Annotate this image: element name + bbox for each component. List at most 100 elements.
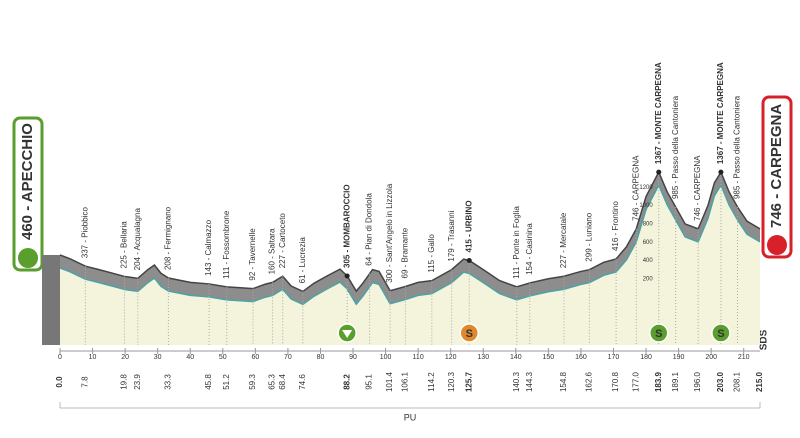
km-label: 144.3 bbox=[525, 371, 534, 392]
waypoint-label: 1367 - MONTE CARPEGNA bbox=[654, 62, 663, 164]
waypoint-label: 416 - Frontino bbox=[611, 201, 620, 251]
profile-area bbox=[60, 172, 760, 345]
y-tick-label: 200 bbox=[643, 276, 654, 282]
waypoint-label: 746 - CARPEGNA bbox=[693, 155, 702, 221]
x-tick-label: 60 bbox=[251, 354, 259, 361]
km-label: 33.3 bbox=[164, 374, 173, 390]
waypoint-label: 69 - Bramante bbox=[401, 227, 410, 278]
waypoint-label: 61 - Lucrezia bbox=[298, 237, 307, 284]
x-tick-label: 170 bbox=[608, 354, 620, 361]
waypoint-label: 337 - Piobbico bbox=[81, 207, 90, 259]
waypoint-label: 64 - Pian di Dondola bbox=[365, 193, 374, 266]
km-label: 59.3 bbox=[248, 374, 257, 390]
km-label: 88.2 bbox=[342, 374, 351, 390]
finish-icon bbox=[767, 235, 787, 255]
x-tick-label: 190 bbox=[673, 354, 685, 361]
waypoint-label: 154 - Casinina bbox=[525, 223, 534, 275]
waypoint-label: 115 - Gallo bbox=[427, 234, 436, 273]
finish-label: 746 - CARPEGNA bbox=[768, 104, 785, 228]
km-label: 68.4 bbox=[278, 374, 287, 390]
waypoint-dot bbox=[466, 257, 472, 263]
x-tick-label: 80 bbox=[317, 354, 325, 361]
waypoint-label: 92 - Tavernelle bbox=[248, 228, 257, 281]
x-tick-label: 0 bbox=[58, 354, 62, 361]
km-label: 101.4 bbox=[385, 371, 394, 392]
km-label: 45.8 bbox=[204, 374, 213, 390]
km-label: 162.6 bbox=[585, 371, 594, 392]
km-label: 125.7 bbox=[464, 371, 473, 392]
km-label: 95.1 bbox=[365, 374, 374, 390]
km-label: 170.8 bbox=[611, 371, 620, 392]
x-tick-label: 70 bbox=[284, 354, 292, 361]
waypoint-label: 985 - Passo della Cantoniera bbox=[671, 95, 680, 199]
waypoint-label: 300 - Sant'Angelo in Lizzola bbox=[385, 183, 394, 282]
x-tick-label: 210 bbox=[738, 354, 750, 361]
marker-symbol: S bbox=[466, 328, 473, 340]
km-label: 140.3 bbox=[512, 371, 521, 392]
x-tick-label: 110 bbox=[413, 354, 424, 361]
y-tick-label: 800 bbox=[643, 222, 654, 228]
marker bbox=[648, 323, 669, 343]
km-label: 51.2 bbox=[222, 374, 231, 390]
waypoint-label: 227 - Mercatale bbox=[559, 212, 568, 268]
start-box bbox=[12, 116, 44, 272]
x-tick-label: 140 bbox=[510, 354, 522, 361]
finish-box bbox=[761, 95, 793, 259]
y-tick-label: 1000 bbox=[639, 203, 653, 209]
km-label: 203.0 bbox=[716, 371, 725, 392]
x-tick-label: 200 bbox=[705, 354, 717, 361]
waypoint-label: 160 - Saltara bbox=[268, 228, 277, 274]
profile-band bbox=[60, 172, 760, 305]
waypoint-label: 746 - CARPEGNA bbox=[631, 155, 640, 221]
x-tick-label: 30 bbox=[154, 354, 162, 361]
y-tick-label: 1200 bbox=[639, 185, 653, 191]
start-label: 460 - APECCHIO bbox=[19, 123, 36, 240]
km-label: 114.2 bbox=[427, 372, 436, 392]
waypoint-label: 208 - Fermignano bbox=[164, 206, 173, 270]
marker-triangle bbox=[342, 330, 353, 338]
waypoint-label: 204 - Acqualagna bbox=[133, 208, 142, 271]
y-tick-label: 400 bbox=[643, 258, 654, 264]
waypoint-label: 985 - Passo della Cantoniera bbox=[733, 95, 742, 199]
x-tick-label: 130 bbox=[477, 354, 489, 361]
waypoint-label: 179 - Trasanni bbox=[447, 210, 456, 261]
km-label: 177.0 bbox=[631, 371, 640, 392]
x-tick-label: 120 bbox=[445, 354, 457, 361]
x-tick-label: 50 bbox=[219, 354, 227, 361]
x-tick-label: 90 bbox=[349, 354, 357, 361]
km-label: 23.9 bbox=[133, 374, 142, 390]
km-label: 65.3 bbox=[268, 374, 277, 390]
brand: SDS bbox=[759, 329, 770, 350]
waypoint-dot bbox=[344, 273, 350, 279]
waypoint-label: 143 - Calmazzo bbox=[204, 219, 213, 276]
profile-line bbox=[59, 170, 761, 293]
x-tick-label: 20 bbox=[121, 354, 129, 361]
marker bbox=[459, 323, 480, 343]
x-tick-label: 100 bbox=[380, 354, 392, 361]
km-label: 7.8 bbox=[81, 376, 90, 388]
km-label: 0.0 bbox=[55, 376, 64, 388]
km-label: 183.9 bbox=[654, 371, 663, 392]
km-label: 189.1 bbox=[671, 371, 680, 392]
waypoint-label: 111 - Fossombrone bbox=[222, 210, 231, 279]
y-tick-label: 600 bbox=[643, 240, 654, 246]
waypoint-dot bbox=[656, 169, 662, 175]
km-label: 106.1 bbox=[401, 371, 410, 392]
x-tick-label: 10 bbox=[89, 354, 97, 361]
marker bbox=[711, 323, 731, 343]
waypoint-label: 227 - Cartoceto bbox=[278, 213, 287, 269]
marker-symbol: S bbox=[717, 328, 724, 340]
x-tick-label: 150 bbox=[543, 354, 555, 361]
waypoint-label: 305 - MOMBAROCCIO bbox=[342, 184, 351, 268]
waypoint-label: 111 - Ponte in Foglia bbox=[512, 206, 521, 279]
waypoint-label: 1367 - MONTE CARPEGNA bbox=[716, 62, 725, 164]
x-tick-label: 40 bbox=[186, 354, 194, 361]
profile-edge bbox=[59, 183, 761, 306]
km-label: 196.0 bbox=[693, 371, 702, 392]
marker-symbol: S bbox=[655, 328, 662, 340]
waypoint-label: 299 - Luniano bbox=[585, 212, 594, 261]
waypoint-label: 415 - URBINO bbox=[464, 200, 473, 252]
x-tick-label: 160 bbox=[575, 354, 587, 361]
km-label: 19.8 bbox=[120, 374, 129, 390]
